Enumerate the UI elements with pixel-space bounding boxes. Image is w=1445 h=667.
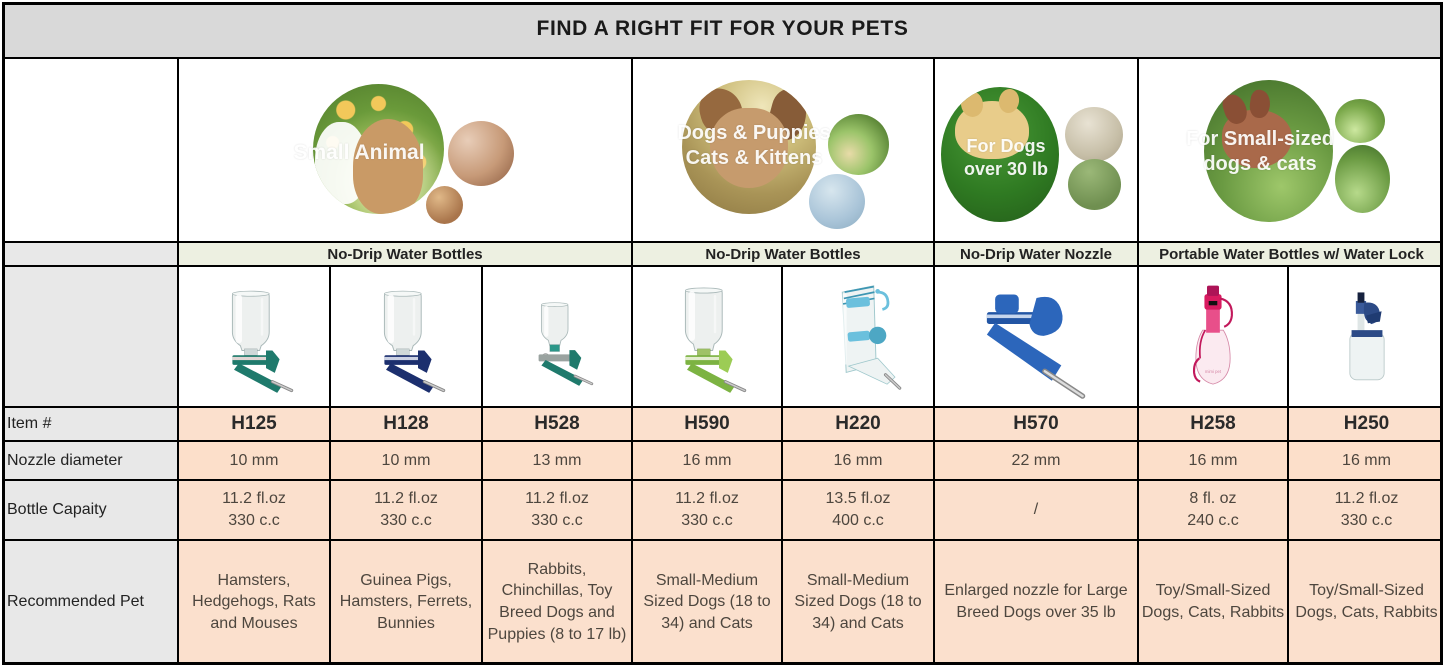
- svg-text:mimi pet: mimi pet: [1205, 369, 1222, 374]
